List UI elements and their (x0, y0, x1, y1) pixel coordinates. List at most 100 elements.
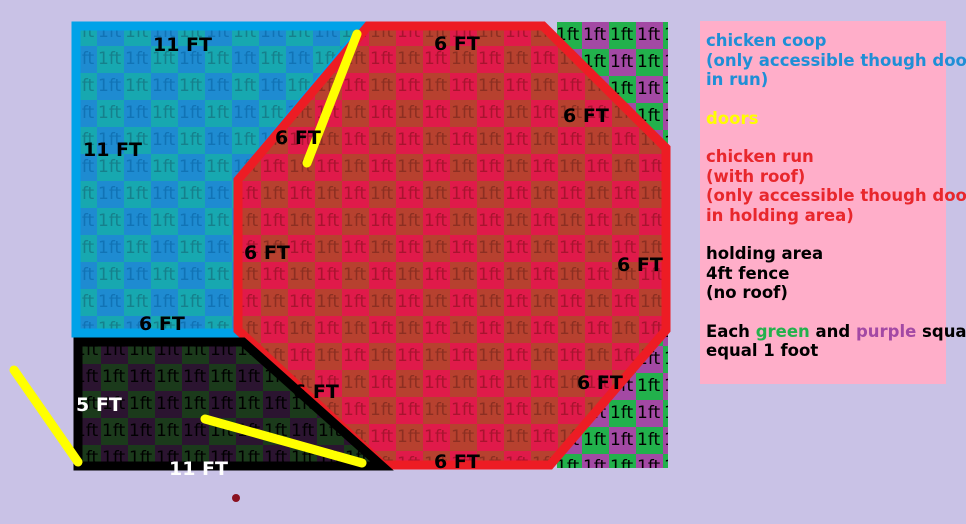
grid-cell: 1ft (259, 100, 286, 127)
grid-cell: 1ft (261, 289, 288, 316)
door-lines[interactable] (9, 29, 367, 468)
grid-cell: 1ft (124, 208, 151, 235)
grid-cell: 1ft (396, 451, 423, 463)
grid-cell: 1ft (369, 424, 396, 451)
grid-cell: 1ft (232, 73, 259, 100)
grid-cell: 1ft (209, 391, 236, 418)
grid-cell: 1ft (396, 289, 423, 316)
grid-cell: 1ft (636, 400, 663, 427)
grid-cell: 1ft (151, 154, 178, 181)
grid-cell: 1ft (97, 289, 124, 316)
grid-cell: 1ft (663, 400, 668, 427)
grid-cell: 1ft (205, 235, 232, 262)
grid-cell: 1ft (504, 397, 531, 424)
grid-cell: 1ft (423, 370, 450, 397)
grid-cell: 1ft (342, 370, 369, 397)
dimension-label: 6 FT (434, 33, 480, 55)
dimension-label: 6 FT (275, 127, 321, 149)
grid-cell: 1ft (531, 208, 558, 235)
grid-cell: 1ft (477, 154, 504, 181)
grid-cell: 1ft (261, 316, 288, 343)
grid-cell: 1ft (585, 235, 612, 262)
door-run-to-coop-icon[interactable] (302, 29, 362, 168)
grid-cell: 1ft (342, 208, 369, 235)
grid-cell: 1ft (612, 262, 639, 289)
grid-cell: 1ft (636, 49, 663, 76)
grid-cell: 1ft (504, 316, 531, 343)
grid-cell: 1ft (663, 454, 668, 468)
grid-cell: 1ft (315, 181, 342, 208)
grid-cell: 1ft (124, 289, 151, 316)
grid-cell: 1ft (504, 208, 531, 235)
grid-cell: 1ft (450, 316, 477, 343)
grid-cell: 1ft (396, 235, 423, 262)
grid-cell: 1ft (612, 316, 639, 343)
grid-cell: 1ft (582, 454, 609, 468)
grid-cell: 1ft (155, 418, 182, 445)
door-holding-left-icon[interactable] (9, 365, 83, 467)
grid-cell: 1ft (477, 451, 504, 463)
grid-cell: 1ft (477, 235, 504, 262)
grid-cell: 1ft (236, 391, 263, 418)
grid-cell: 1ft (369, 208, 396, 235)
grid-cell: 1ft (531, 397, 558, 424)
grid-cell: 1ft (585, 100, 612, 127)
grid-cell: 1ft (288, 181, 315, 208)
grid-cell: 1ft (151, 127, 178, 154)
grid-cell: 1ft (97, 208, 124, 235)
grid-cell: 1ft (261, 262, 288, 289)
grid-cell: 1ft (155, 364, 182, 391)
grid-cell: 1ft (531, 154, 558, 181)
grid-cell: 1ft (396, 154, 423, 181)
grid-cell: 1ft (531, 235, 558, 262)
grid-cell: 1ft (151, 262, 178, 289)
grid-cell: 1ft (531, 289, 558, 316)
dimension-label: 11 FT (83, 139, 142, 161)
grid-cell: 1ft (450, 181, 477, 208)
grid-cell: 1ft (557, 454, 582, 468)
grid-cell: 1ft (342, 262, 369, 289)
grid-cell: 1ft (205, 73, 232, 100)
grid-cell: 1ft (155, 391, 182, 418)
grid-cell: 1ft (232, 100, 259, 127)
grid-cell: 1ft (124, 46, 151, 73)
grid-cell: 1ft (504, 235, 531, 262)
grid-cell: 1ft (450, 127, 477, 154)
dimension-label: 11 FT (153, 34, 212, 56)
grid-cell: 1ft (423, 316, 450, 343)
grid-cell: 1ft (238, 181, 261, 208)
grid-cell: 1ft (342, 235, 369, 262)
legend-coop-line-0: chicken coop (706, 31, 827, 50)
grid-cell: 1ft (423, 100, 450, 127)
grid-cell: 1ft (477, 208, 504, 235)
grid-cell: 1ft (128, 391, 155, 418)
grid-cell: 1ft (663, 427, 668, 454)
grid-cell: 1ft (396, 46, 423, 73)
dimension-label: 6 FT (139, 313, 185, 335)
grid-cell: 1ft (585, 181, 612, 208)
grid-cell: 1ft (477, 343, 504, 370)
grid-cell: 1ft (396, 127, 423, 154)
grid-cell: 1ft (612, 235, 639, 262)
grid-cell: 1ft (504, 289, 531, 316)
grid-cell: 1ft (124, 154, 151, 181)
grid-cell: 1ft (369, 73, 396, 100)
grid-cell: 1ft (97, 127, 124, 154)
grid-cell: 1ft (663, 373, 668, 400)
grid-cell: 1ft (97, 100, 124, 127)
holding-area-outline (73, 337, 394, 471)
grid-cell: 1ft (558, 262, 585, 289)
grid-cell: 1ft (124, 73, 151, 100)
grid-cell: 1ft (612, 208, 639, 235)
grid-cell: 1ft (288, 208, 315, 235)
grid-cell: 1ft (558, 343, 585, 370)
door-holding-to-run-icon[interactable] (200, 414, 367, 468)
grid-cell: 1ft (531, 73, 558, 100)
grid-cell: 1ft (315, 370, 342, 397)
grid-cell: 1ft (531, 100, 558, 127)
grid-cell: 1ft (396, 208, 423, 235)
dimension-label: 6 FT (434, 451, 480, 473)
dimension-label: 6 FT (293, 381, 339, 403)
grid-cell: 1ft (369, 46, 396, 73)
